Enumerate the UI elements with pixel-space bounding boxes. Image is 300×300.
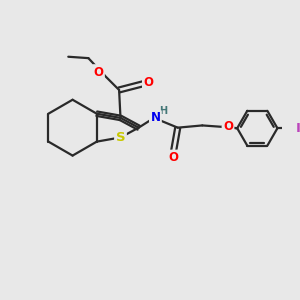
Text: O: O bbox=[223, 120, 233, 133]
Text: O: O bbox=[93, 66, 103, 79]
Text: O: O bbox=[169, 151, 178, 164]
Text: I: I bbox=[296, 122, 300, 135]
Text: S: S bbox=[116, 131, 125, 144]
Text: H: H bbox=[159, 106, 167, 116]
Text: O: O bbox=[143, 76, 153, 89]
Text: N: N bbox=[150, 111, 161, 124]
